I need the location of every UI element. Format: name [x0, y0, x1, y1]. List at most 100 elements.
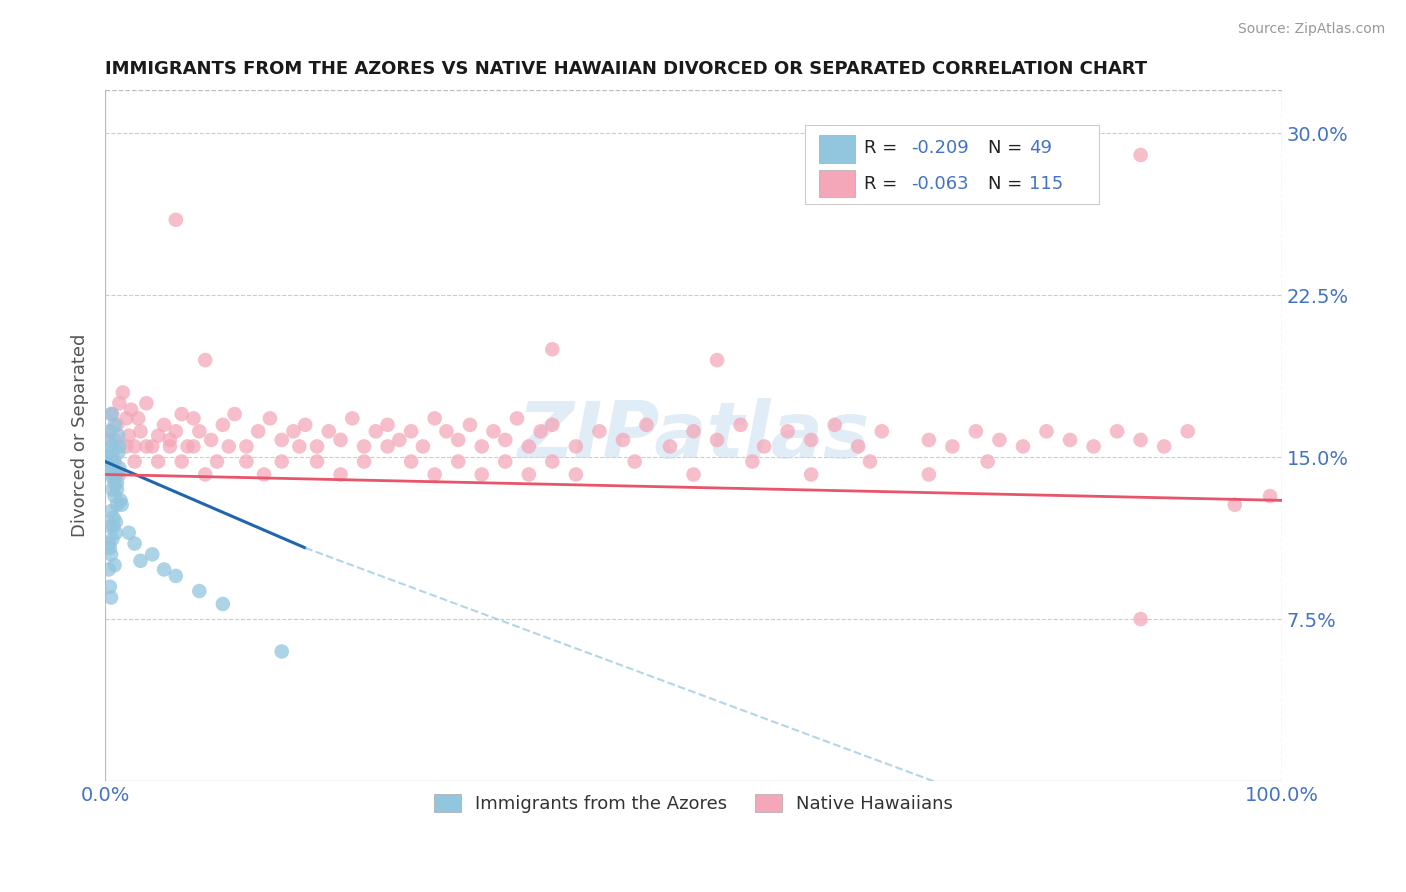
- Point: [541, 343, 564, 357]
- Point: [612, 433, 634, 447]
- Point: [104, 454, 127, 468]
- Point: [377, 439, 399, 453]
- Point: [1035, 425, 1057, 439]
- Point: [423, 411, 446, 425]
- Point: [176, 439, 198, 453]
- Point: [529, 425, 551, 439]
- Point: [111, 498, 134, 512]
- Text: 49: 49: [1029, 138, 1052, 157]
- Point: [183, 411, 205, 425]
- Point: [97, 461, 120, 475]
- Point: [541, 417, 564, 432]
- Point: [436, 425, 458, 439]
- Point: [104, 476, 127, 491]
- Text: -0.063: -0.063: [911, 175, 969, 193]
- Point: [776, 425, 799, 439]
- Point: [124, 454, 146, 468]
- Point: [270, 454, 292, 468]
- Point: [188, 425, 211, 439]
- Point: [100, 407, 122, 421]
- Point: [353, 439, 375, 453]
- Text: Source: ZipAtlas.com: Source: ZipAtlas.com: [1237, 22, 1385, 37]
- Point: [153, 417, 176, 432]
- Point: [399, 454, 422, 468]
- Point: [97, 536, 120, 550]
- Point: [111, 385, 134, 400]
- Point: [104, 417, 127, 432]
- Point: [98, 450, 121, 465]
- FancyBboxPatch shape: [806, 125, 1099, 204]
- Point: [159, 433, 181, 447]
- Point: [100, 547, 122, 561]
- Point: [104, 467, 127, 482]
- Point: [388, 433, 411, 447]
- Point: [205, 454, 228, 468]
- Point: [101, 446, 124, 460]
- Point: [506, 411, 529, 425]
- Point: [706, 353, 728, 368]
- Point: [447, 433, 470, 447]
- Y-axis label: Divorced or Separated: Divorced or Separated: [72, 334, 89, 537]
- Point: [103, 510, 125, 524]
- Point: [97, 466, 120, 480]
- Point: [107, 428, 129, 442]
- Text: -0.209: -0.209: [911, 138, 969, 157]
- Point: [918, 433, 941, 447]
- Point: [104, 467, 127, 482]
- Point: [159, 439, 181, 453]
- Point: [124, 439, 146, 453]
- Point: [294, 417, 316, 432]
- Point: [98, 425, 121, 439]
- Point: [105, 476, 128, 491]
- Point: [353, 454, 375, 468]
- Point: [800, 467, 823, 482]
- Point: [98, 519, 121, 533]
- Point: [104, 525, 127, 540]
- Point: [107, 446, 129, 460]
- Point: [98, 425, 121, 439]
- Point: [97, 562, 120, 576]
- Point: [918, 467, 941, 482]
- Point: [115, 411, 138, 425]
- Point: [1223, 498, 1246, 512]
- Point: [253, 467, 276, 482]
- Point: [146, 454, 169, 468]
- Point: [104, 515, 127, 529]
- Point: [494, 454, 516, 468]
- FancyBboxPatch shape: [820, 136, 855, 163]
- Point: [235, 454, 257, 468]
- Point: [224, 407, 246, 421]
- Point: [329, 467, 352, 482]
- Point: [183, 439, 205, 453]
- Point: [97, 433, 120, 447]
- Point: [1129, 148, 1152, 162]
- Point: [377, 417, 399, 432]
- Point: [1177, 425, 1199, 439]
- Point: [1059, 433, 1081, 447]
- Point: [859, 454, 882, 468]
- Point: [98, 580, 121, 594]
- Text: R =: R =: [865, 138, 903, 157]
- Point: [103, 472, 125, 486]
- Point: [423, 467, 446, 482]
- Point: [517, 467, 540, 482]
- Point: [318, 425, 340, 439]
- Point: [565, 439, 588, 453]
- Point: [124, 536, 146, 550]
- Point: [752, 439, 775, 453]
- Point: [105, 417, 128, 432]
- Point: [101, 483, 124, 497]
- Text: N =: N =: [987, 138, 1028, 157]
- Point: [188, 584, 211, 599]
- Point: [104, 489, 127, 503]
- Point: [270, 433, 292, 447]
- Point: [141, 547, 163, 561]
- Point: [235, 439, 257, 453]
- Point: [170, 407, 193, 421]
- Text: N =: N =: [987, 175, 1028, 193]
- Point: [153, 562, 176, 576]
- Point: [329, 433, 352, 447]
- Point: [101, 533, 124, 547]
- Point: [305, 439, 328, 453]
- Point: [412, 439, 434, 453]
